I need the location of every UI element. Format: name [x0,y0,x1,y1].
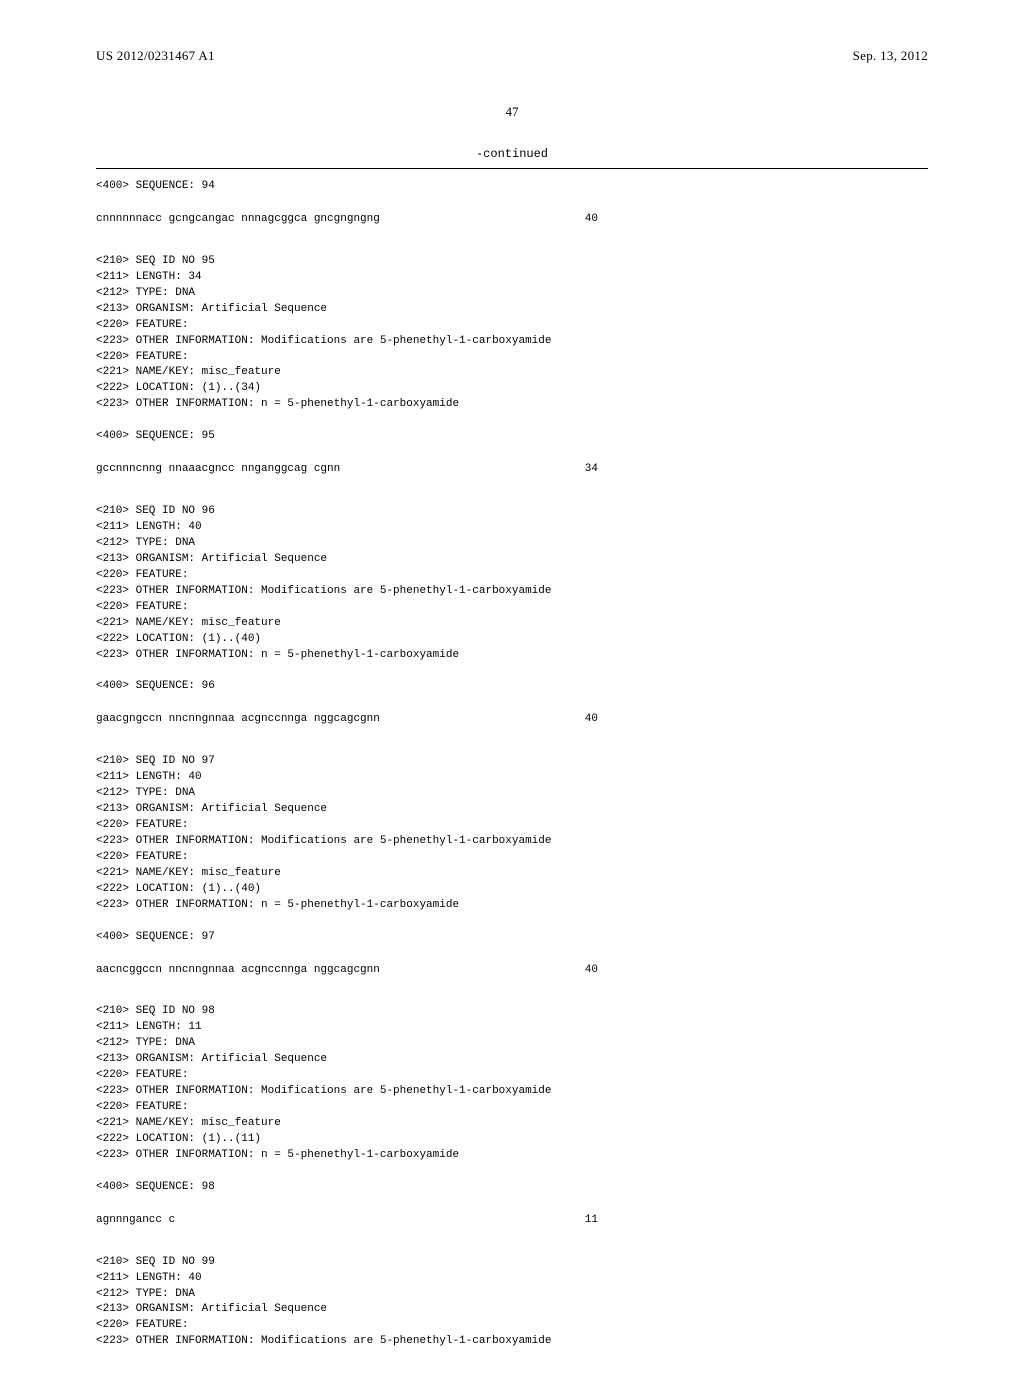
publication-date: Sep. 13, 2012 [853,48,928,64]
sequence-text: aacncggccn nncnngnnaa acgnccnnga nggcagc… [96,963,380,979]
sequence-record-meta: <400> SEQUENCE: 94 [96,179,928,195]
sequence-length: 40 [585,963,928,979]
spacer [96,201,928,212]
continued-label: -continued [476,147,548,161]
sequence-line: agnnngancc c 11 [96,1213,928,1229]
page-number: 47 [96,104,928,120]
horizontal-rule [96,168,928,169]
sequence-listing: <400> SEQUENCE: 94 cnnnnnnacc gcngcangac … [96,179,928,1350]
publication-number: US 2012/0231467 A1 [96,48,215,64]
record-gap [96,746,928,754]
sequence-length: 40 [585,712,928,728]
page: US 2012/0231467 A1 Sep. 13, 2012 47 -con… [0,0,1024,1398]
continued-label-wrap: -continued [96,144,928,162]
sequence-record-meta: <210> SEQ ID NO 98 <211> LENGTH: 11 <212… [96,1004,928,1195]
sequence-length: 34 [585,462,928,478]
sequence-record-meta: <210> SEQ ID NO 95 <211> LENGTH: 34 <212… [96,254,928,445]
sequence-text: cnnnnnnacc gcngcangac nnnagcggca gncgngn… [96,212,380,228]
sequence-text: gccnnncnng nnaaacgncc nnganggcag cgnn [96,462,340,478]
spacer [96,1202,928,1213]
spacer [96,952,928,963]
record-gap [96,1247,928,1255]
sequence-length: 40 [585,212,928,228]
sequence-record-meta: <210> SEQ ID NO 96 <211> LENGTH: 40 <212… [96,504,928,695]
spacer [96,451,928,462]
sequence-line: gccnnncnng nnaaacgncc nnganggcag cgnn 34 [96,462,928,478]
spacer [96,701,928,712]
sequence-line: cnnnnnnacc gcngcangac nnnagcggca gncgngn… [96,212,928,228]
record-gap [96,496,928,504]
page-header: US 2012/0231467 A1 Sep. 13, 2012 [96,48,928,64]
sequence-text: agnnngancc c [96,1213,175,1229]
sequence-record-meta: <210> SEQ ID NO 99 <211> LENGTH: 40 <212… [96,1255,928,1351]
record-gap [96,996,928,1004]
sequence-text: gaacgngccn nncnngnnaa acgnccnnga nggcagc… [96,712,380,728]
sequence-line: aacncggccn nncnngnnaa acgnccnnga nggcagc… [96,963,928,979]
sequence-line: gaacgngccn nncnngnnaa acgnccnnga nggcagc… [96,712,928,728]
sequence-length: 11 [585,1213,928,1229]
sequence-record-meta: <210> SEQ ID NO 97 <211> LENGTH: 40 <212… [96,754,928,945]
record-gap [96,246,928,254]
